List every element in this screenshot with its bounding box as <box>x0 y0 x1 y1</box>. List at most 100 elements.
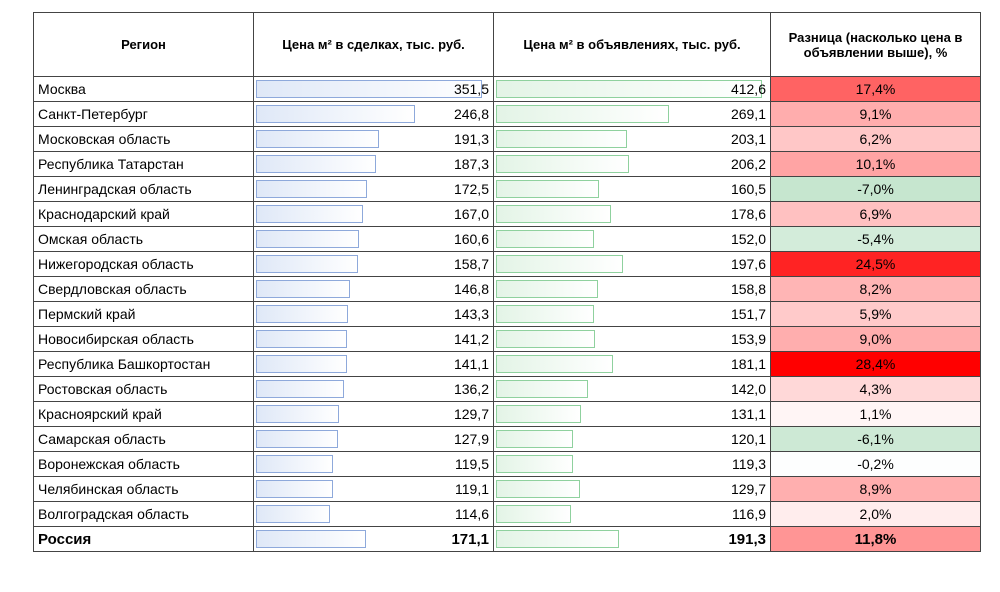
data-bar <box>256 280 351 298</box>
cell-text: 119,3 <box>732 456 766 472</box>
cell-text: 181,1 <box>730 356 766 372</box>
ad-price-cell: 119,3 <box>493 451 771 477</box>
cell-text: -6,1% <box>857 431 894 447</box>
cell-text: -7,0% <box>857 181 894 197</box>
header-cell: Разница (насколько цена в объявлении выш… <box>770 12 981 77</box>
data-bar <box>256 230 360 248</box>
deal-price-cell: 136,2 <box>253 376 494 402</box>
data-bar <box>256 530 366 548</box>
cell-text: 17,4% <box>855 81 896 97</box>
cell-text: Новосибирская область <box>38 331 194 347</box>
data-row: Пермский край 143,3 151,7 5,9% <box>33 301 981 327</box>
cell-text: 119,5 <box>455 456 489 472</box>
data-bar <box>496 430 574 448</box>
cell-text: 172,5 <box>453 181 489 197</box>
cell-text: Республика Татарстан <box>38 156 184 172</box>
data-bar <box>496 255 624 273</box>
cell-text: 5,9% <box>859 306 892 322</box>
cell-text: 141,1 <box>453 356 489 372</box>
cell-text: 141,2 <box>453 331 489 347</box>
data-bar <box>256 455 333 473</box>
data-row: Челябинская область 119,1 129,7 8,9% <box>33 476 981 502</box>
deal-price-cell: 172,5 <box>253 176 494 202</box>
region-cell: Челябинская область <box>33 476 254 502</box>
region-cell: Свердловская область <box>33 276 254 302</box>
ad-price-cell: 412,6 <box>493 76 771 102</box>
region-cell: Республика Татарстан <box>33 151 254 177</box>
cell-text: 167,0 <box>453 206 489 222</box>
difference-cell: 17,4% <box>770 76 981 102</box>
cell-text: 1,1% <box>859 406 892 422</box>
data-row: Нижегородская область 158,7 197,6 24,5% <box>33 251 981 277</box>
deal-price-cell: 143,3 <box>253 301 494 327</box>
cell-text: 136,2 <box>453 381 489 397</box>
deal-price-cell: 167,0 <box>253 201 494 227</box>
data-bar <box>256 380 344 398</box>
cell-text: 351,5 <box>453 81 489 97</box>
data-bar <box>496 80 762 98</box>
difference-cell: -6,1% <box>770 426 981 452</box>
ad-price-cell: 206,2 <box>493 151 771 177</box>
data-bar <box>256 405 340 423</box>
difference-cell: 11,8% <box>770 526 981 552</box>
ad-price-cell: 120,1 <box>493 426 771 452</box>
difference-cell: 6,9% <box>770 201 981 227</box>
cell-text: Ростовская область <box>38 381 168 397</box>
cell-text: 171,1 <box>451 530 489 548</box>
difference-cell: 8,2% <box>770 276 981 302</box>
difference-cell: 4,3% <box>770 376 981 402</box>
cell-text: 9,1% <box>859 106 892 122</box>
table-body: Москва 351,5 412,6 17,4% Санкт-Петербург 246,… <box>33 76 981 552</box>
ad-price-cell: 181,1 <box>493 351 771 377</box>
cell-text: 246,8 <box>453 106 489 122</box>
cell-text: Московская область <box>38 131 171 147</box>
data-bar <box>496 405 581 423</box>
data-row: Краснодарский край 167,0 178,6 6,9% <box>33 201 981 227</box>
region-cell: Омская область <box>33 226 254 252</box>
data-row: Ленинградская область 172,5 160,5 -7,0% <box>33 176 981 202</box>
cell-text: 146,8 <box>453 281 489 297</box>
deal-price-cell: 191,3 <box>253 126 494 152</box>
header-cell: Регион <box>33 12 254 77</box>
data-row: Новосибирская область 141,2 153,9 9,0% <box>33 326 981 352</box>
region-cell: Новосибирская область <box>33 326 254 352</box>
cell-text: Санкт-Петербург <box>38 106 148 122</box>
data-row: Волгоградская область 114,6 116,9 2,0% <box>33 501 981 527</box>
deal-price-cell: 119,5 <box>253 451 494 477</box>
deal-price-cell: 160,6 <box>253 226 494 252</box>
cell-text: 116,9 <box>732 506 766 522</box>
difference-cell: 10,1% <box>770 151 981 177</box>
cell-text: 119,1 <box>455 481 489 497</box>
cell-text: 191,3 <box>453 131 489 147</box>
data-bar <box>496 355 613 373</box>
ad-price-cell: 158,8 <box>493 276 771 302</box>
cell-text: 8,9% <box>859 481 892 497</box>
region-cell: Воронежская область <box>33 451 254 477</box>
data-bar <box>256 430 339 448</box>
region-cell: Волгоградская область <box>33 501 254 527</box>
data-bar <box>496 480 580 498</box>
deal-price-cell: 171,1 <box>253 526 494 552</box>
data-bar <box>496 230 594 248</box>
data-bar <box>256 305 349 323</box>
cell-text: 412,6 <box>730 81 766 97</box>
data-row: Ростовская область 136,2 142,0 4,3% <box>33 376 981 402</box>
data-bar <box>496 205 612 223</box>
region-cell: Россия <box>33 526 254 552</box>
region-cell: Краснодарский край <box>33 201 254 227</box>
data-row: Омская область 160,6 152,0 -5,4% <box>33 226 981 252</box>
deal-price-cell: 114,6 <box>253 501 494 527</box>
ad-price-cell: 142,0 <box>493 376 771 402</box>
cell-text: 24,5% <box>855 256 896 272</box>
region-cell: Нижегородская область <box>33 251 254 277</box>
data-row: Красноярский край 129,7 131,1 1,1% <box>33 401 981 427</box>
cell-text: -0,2% <box>857 456 894 472</box>
deal-price-cell: 129,7 <box>253 401 494 427</box>
deal-price-cell: 119,1 <box>253 476 494 502</box>
region-cell: Москва <box>33 76 254 102</box>
data-bar <box>496 155 629 173</box>
difference-cell: -7,0% <box>770 176 981 202</box>
data-row: Самарская область 127,9 120,1 -6,1% <box>33 426 981 452</box>
cell-text: 127,9 <box>453 431 489 447</box>
cell-text: 206,2 <box>730 156 766 172</box>
